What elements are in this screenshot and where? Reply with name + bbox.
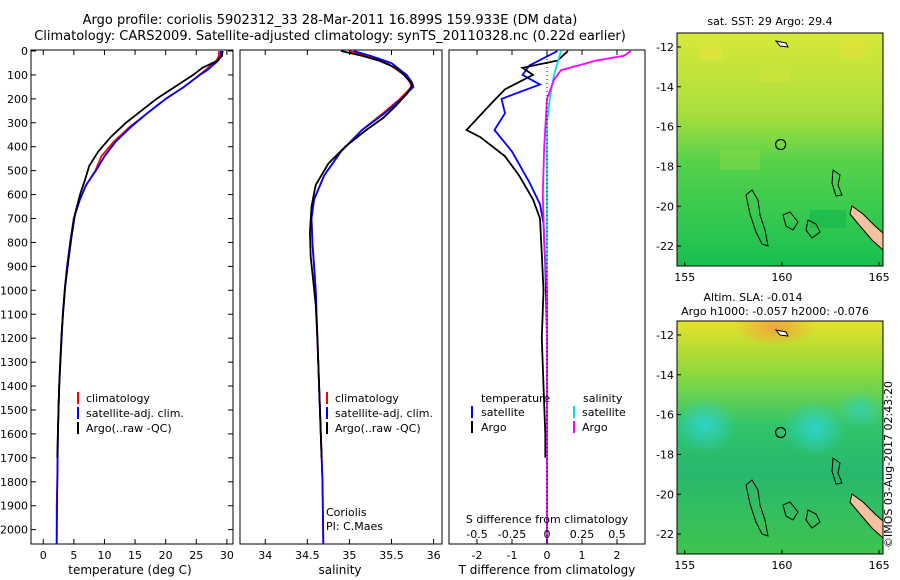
legend-climatology: climatology [335, 392, 399, 405]
map-y-tick-label: -16 [656, 409, 674, 422]
x-tick-label: 15 [128, 549, 142, 562]
y-tick-label: 1600 [0, 428, 28, 441]
series-line-temperature-argo [465, 50, 569, 458]
y-tick-label: 1900 [0, 500, 28, 513]
annotation-coriolis: Coriolis [326, 506, 367, 519]
legend-argo: Argo(..raw -QC) [335, 422, 421, 435]
figure-title-line2: Climatology: CARS2009. Satellite-adjuste… [34, 29, 626, 44]
argo-location-marker [775, 426, 787, 439]
temperature-xlabel: temperature (deg C) [68, 563, 191, 577]
y-tick-label: 600 [7, 189, 28, 202]
map-y-tick-label: -16 [656, 121, 674, 134]
map-x-tick-label: 165 [869, 271, 890, 284]
map-x-tick-label: 160 [771, 559, 792, 572]
legend-climatology: climatology [86, 392, 150, 405]
map-y-tick-label: -12 [656, 329, 674, 342]
y-tick-label: 2000 [0, 524, 28, 537]
y-tick-label: 0 [21, 45, 28, 58]
legend-temp-satellite: satellite [481, 406, 525, 419]
legend-sal-satellite: satellite [582, 406, 626, 419]
y-tick-label: 1300 [0, 356, 28, 369]
x-tick-label: 35 [342, 549, 356, 562]
y-tick-label: 300 [7, 117, 28, 130]
map-y-tick-label: -12 [656, 41, 674, 54]
y-tick-label: 1400 [0, 380, 28, 393]
temperature-legend: climatology satellite-adj. clim. Argo(..… [77, 392, 184, 435]
legend-satellite-adj: satellite-adj. clim. [86, 407, 184, 420]
sla-map-title-line1: Altim. SLA: -0.014 [703, 291, 802, 304]
y-tick-label: 1500 [0, 404, 28, 417]
s-tick-label: 0.5 [608, 528, 626, 541]
legend-argo: Argo(..raw -QC) [86, 422, 172, 435]
salinity-panel: 34 34.5 35 35.5 36 [239, 49, 443, 562]
x-tick-label: 25 [189, 549, 203, 562]
difference-panel: -2 -1 0 1 2 -0.5 -0.25 0 0.25 0.5 [448, 49, 646, 562]
map-x-tick-label: 155 [674, 271, 695, 284]
x-tick-label: 0 [544, 549, 551, 562]
sla-map-title-line2: Argo h1000: -0.057 h2000: -0.076 [681, 305, 869, 318]
y-tick-label: 100 [7, 69, 28, 82]
x-tick-label: 1 [579, 549, 586, 562]
difference-legend: temperature satellite Argo salinity sate… [471, 392, 626, 434]
s-tick-label: 0 [544, 528, 551, 541]
y-tick-label: 1700 [0, 452, 28, 465]
y-tick-label: 1100 [0, 308, 28, 321]
legend-temperature-header: temperature [481, 392, 550, 405]
legend-salinity-header: salinity [583, 392, 623, 405]
map-y-tick-label: -18 [656, 448, 674, 461]
legend-temp-argo: Argo [481, 421, 507, 434]
salinity-legend: climatology satellite-adj. clim. Argo(..… [326, 392, 433, 533]
figure-title-line1: Argo profile: coriolis 5902312_33 28-Mar… [82, 13, 578, 28]
y-tick-label: 1800 [0, 476, 28, 489]
map-y-tick-label: -22 [656, 528, 674, 541]
map-y-tick-label: -14 [656, 369, 674, 382]
legend-satellite-adj: satellite-adj. clim. [335, 407, 433, 420]
y-tick-label: 200 [7, 93, 28, 106]
sla-map: Altim. SLA: -0.014 Argo h1000: -0.057 h2… [656, 291, 890, 572]
salinity-xlabel: salinity [318, 563, 361, 577]
s-tick-label: -0.5 [466, 528, 487, 541]
map-y-tick-label: -14 [656, 81, 674, 94]
diff-xlabel-top: S difference from climatology [466, 513, 629, 526]
y-tick-label: 800 [7, 236, 28, 249]
x-tick-label: -2 [472, 549, 483, 562]
s-tick-label: -0.25 [498, 528, 526, 541]
series-line-argo-raw-qc- [56, 50, 224, 458]
y-tick-label: 400 [7, 141, 28, 154]
y-tick-label: 1000 [0, 284, 28, 297]
y-tick-label: 900 [7, 260, 28, 273]
x-tick-label: 10 [97, 549, 111, 562]
x-tick-label: 34 [258, 549, 272, 562]
annotation-pi: PI: C.Maes [326, 520, 383, 533]
y-tick-label: 1200 [0, 332, 28, 345]
map-y-tick-label: -18 [656, 160, 674, 173]
x-tick-label: 0 [40, 549, 47, 562]
argo-location-marker [775, 138, 787, 151]
series-line-argo-raw-qc- [308, 50, 414, 458]
x-tick-label: 30 [220, 549, 234, 562]
map-x-tick-label: 155 [674, 559, 695, 572]
map-y-tick-label: -20 [656, 200, 674, 213]
s-tick-label: 0.25 [570, 528, 595, 541]
x-tick-label: -1 [507, 549, 518, 562]
sst-map-title: sat. SST: 29 Argo: 29.4 [707, 15, 832, 28]
sst-map: sat. SST: 29 Argo: 29.4 155 160 165 -12 -14 -… [656, 15, 890, 284]
map-x-tick-label: 165 [869, 559, 890, 572]
map-y-tick-label: -22 [656, 240, 674, 253]
map-x-tick-label: 160 [771, 271, 792, 284]
map-y-tick-label: -20 [656, 488, 674, 501]
x-tick-label: 35.5 [379, 549, 404, 562]
x-tick-label: 20 [159, 549, 173, 562]
legend-sal-argo: Argo [582, 421, 608, 434]
x-tick-label: 34.5 [295, 549, 320, 562]
series-line-salinity-argo [541, 50, 632, 544]
x-tick-label: 5 [70, 549, 77, 562]
temperature-panel: 0 5 10 15 20 25 30 010020030040050060070080090… [0, 45, 645, 562]
y-tick-label: 500 [7, 165, 28, 178]
diff-xlabel-bottom: T difference from climatology [458, 563, 636, 577]
x-tick-label: 36 [427, 549, 441, 562]
x-tick-label: 2 [614, 549, 621, 562]
y-tick-label: 700 [7, 213, 28, 226]
